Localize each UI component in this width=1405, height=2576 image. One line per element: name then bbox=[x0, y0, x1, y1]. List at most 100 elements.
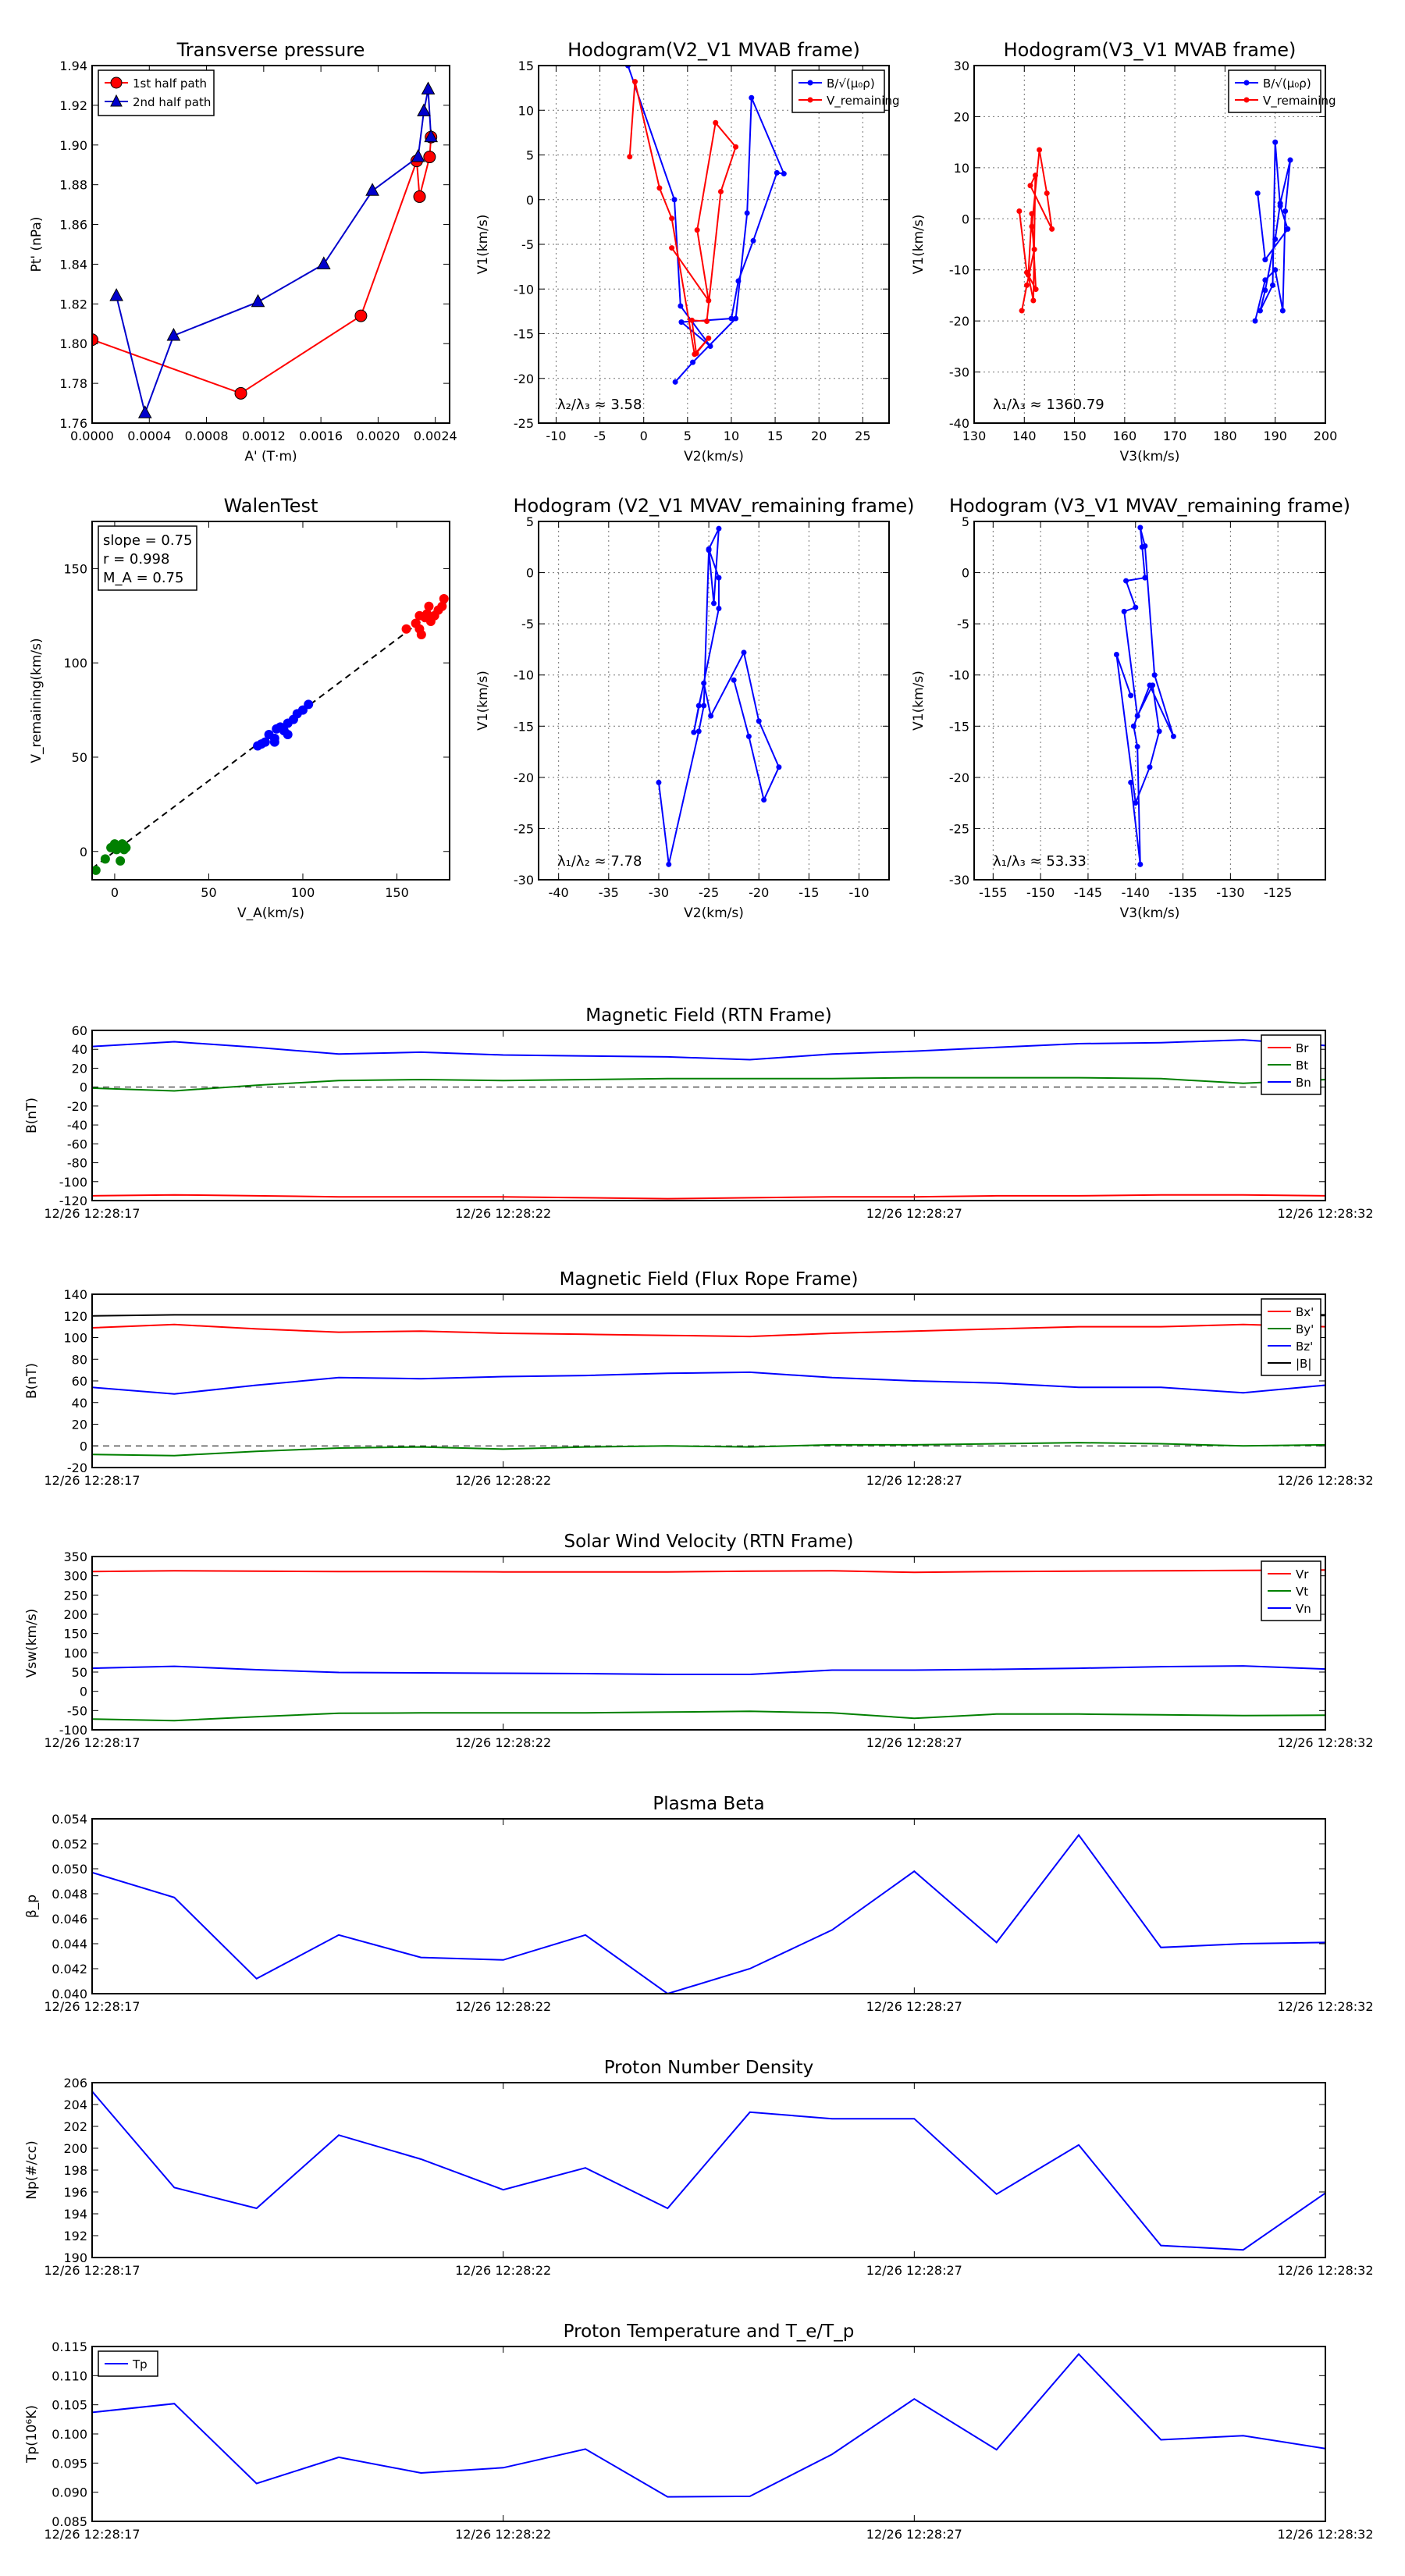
data-point bbox=[269, 733, 279, 743]
data-point bbox=[1030, 297, 1037, 304]
y-tick-label: 0.040 bbox=[52, 1987, 87, 2001]
plot-area bbox=[92, 81, 439, 418]
x-tick-label: 12/26 12:28:27 bbox=[866, 1206, 962, 1221]
x-tick-label: 140 bbox=[1012, 429, 1037, 443]
data-point bbox=[706, 297, 712, 304]
data-point bbox=[761, 797, 767, 803]
data-point bbox=[731, 677, 737, 683]
x-tick-label: 12/26 12:28:27 bbox=[866, 1999, 962, 2014]
y-tick-label: -15 bbox=[949, 719, 969, 734]
legend-label: Tp bbox=[132, 2357, 148, 2371]
data-point bbox=[437, 601, 447, 611]
data-point bbox=[424, 601, 434, 611]
chart-h3: -40 -35 -30 -25 -20 -15 -10 -30 -25 -20 -15 -10 -5 0 5… bbox=[475, 495, 915, 921]
legend-marker bbox=[807, 80, 813, 86]
data-point bbox=[1262, 287, 1268, 294]
legend-label: Vn bbox=[1296, 1602, 1311, 1616]
data-point bbox=[1024, 282, 1030, 288]
data-point bbox=[411, 148, 425, 162]
x-tick-label: -5 bbox=[594, 429, 606, 443]
data-point bbox=[1049, 226, 1055, 232]
y-tick-label: 1.80 bbox=[59, 336, 87, 351]
data-point bbox=[669, 245, 675, 251]
data-point bbox=[631, 79, 638, 85]
data-point bbox=[354, 309, 368, 322]
x-tick-label: 12/26 12:28:22 bbox=[455, 1735, 551, 1750]
data-point bbox=[741, 649, 747, 656]
x-axis-label: V2(km/s) bbox=[684, 906, 744, 921]
x-tick-label: 0.0024 bbox=[414, 429, 457, 443]
y-tick-label: 0.105 bbox=[52, 2398, 87, 2413]
data-point bbox=[1031, 247, 1037, 253]
y-tick-label: 0 bbox=[962, 566, 969, 581]
x-tick-label: -30 bbox=[649, 885, 669, 900]
data-point bbox=[1287, 157, 1293, 163]
legend-label: Bz' bbox=[1296, 1340, 1313, 1354]
chart-walen: 0 50 100 150 0 50 100 150 WalenTest V_A(km/s) V_re… bbox=[29, 495, 450, 921]
y-tick-label: 198 bbox=[63, 2163, 87, 2178]
series-line-0 bbox=[657, 528, 780, 865]
y-tick-label: 202 bbox=[63, 2119, 87, 2134]
y-tick-label: 0.100 bbox=[52, 2427, 87, 2442]
y-axis-label: V1(km/s) bbox=[475, 215, 491, 275]
data-point bbox=[745, 733, 752, 739]
data-point bbox=[1156, 728, 1162, 735]
x-tick-label: 0 bbox=[111, 885, 119, 900]
data-point bbox=[1133, 800, 1139, 806]
x-tick-label: 170 bbox=[1163, 429, 1187, 443]
data-point bbox=[691, 729, 697, 735]
data-point bbox=[1272, 267, 1279, 273]
x-tick-label: 20 bbox=[811, 429, 827, 443]
data-point bbox=[1142, 575, 1148, 581]
y-tick-label: 140 bbox=[63, 1287, 87, 1302]
chart-bfield_fr: 12/26 12:28:17 12/26 12:28:22 12/26 12:28:… bbox=[24, 1269, 1374, 1488]
stats-line: slope = 0.75 bbox=[103, 532, 193, 549]
x-tick-label: -10 bbox=[546, 429, 566, 443]
x-tick-label: 15 bbox=[767, 429, 783, 443]
x-tick-label: 100 bbox=[291, 885, 315, 900]
data-point bbox=[316, 256, 331, 269]
x-tick-label: 0.0008 bbox=[185, 429, 229, 443]
x-tick-label: -15 bbox=[799, 885, 819, 900]
y-tick-label: 200 bbox=[63, 1607, 87, 1622]
y-tick-label: -100 bbox=[59, 1175, 87, 1190]
y-tick-label: -10 bbox=[949, 263, 969, 278]
data-point bbox=[421, 81, 436, 95]
data-point bbox=[234, 386, 247, 400]
y-tick-label: -25 bbox=[514, 416, 534, 431]
chart-title: Proton Temperature and T_e/T_p bbox=[564, 2322, 855, 2342]
y-tick-label: 10 bbox=[954, 161, 969, 176]
axes-frame bbox=[91, 1818, 1326, 1994]
y-tick-label: 300 bbox=[63, 1569, 87, 1584]
eigen-ratio-annotation: λ₁/λ₃ ≈ 53.33 bbox=[993, 853, 1087, 870]
x-tick-label: -155 bbox=[979, 885, 1007, 900]
data-point bbox=[109, 288, 123, 301]
x-tick-label: 5 bbox=[684, 429, 692, 443]
plot-area bbox=[92, 1569, 1325, 1722]
data-point bbox=[671, 197, 678, 203]
x-tick-label: 12/26 12:28:17 bbox=[44, 2263, 140, 2278]
data-point bbox=[716, 525, 722, 532]
data-point bbox=[656, 185, 663, 191]
data-point bbox=[1150, 682, 1156, 688]
series-line-0 bbox=[92, 2090, 1325, 2251]
y-tick-label: 150 bbox=[63, 561, 87, 576]
y-tick-label: -20 bbox=[67, 1099, 87, 1114]
x-tick-label: 12/26 12:28:17 bbox=[44, 1473, 140, 1488]
data-point bbox=[422, 609, 432, 619]
y-tick-label: -10 bbox=[949, 668, 969, 683]
data-point bbox=[1133, 604, 1139, 610]
y-tick-label: 40 bbox=[72, 1042, 87, 1057]
axes-frame bbox=[91, 2346, 1326, 2522]
x-tick-label: 130 bbox=[962, 429, 987, 443]
legend-marker bbox=[110, 76, 123, 89]
data-point bbox=[678, 319, 685, 326]
chart-h1: -10 -5 0 5 10 15 20 25 -25 -20 -15 -10 -5 0 5 10 15 Hodog… bbox=[475, 39, 900, 464]
chart-title: Hodogram (V3_V1 MVAV_remaining frame) bbox=[949, 495, 1350, 517]
legend-label: Bx' bbox=[1296, 1305, 1314, 1319]
y-tick-label: 0.042 bbox=[52, 1962, 87, 1976]
data-point bbox=[690, 359, 696, 365]
axes-frame bbox=[538, 521, 890, 881]
data-point bbox=[283, 729, 293, 739]
